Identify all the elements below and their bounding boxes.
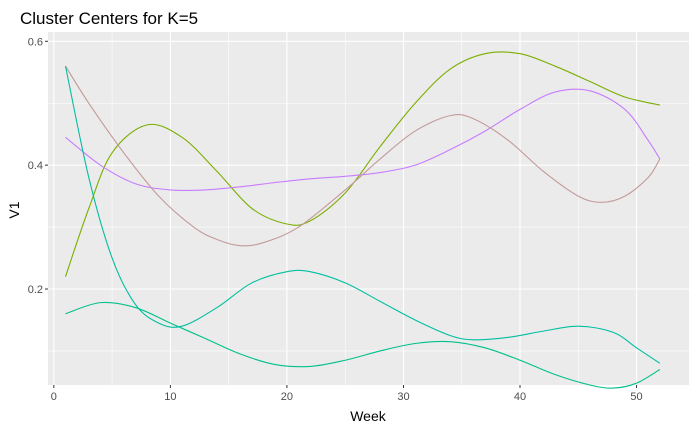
y-axis-title: V1: [6, 201, 22, 218]
x-axis-title: Week: [350, 408, 387, 424]
series-line-1: [64, 51, 660, 277]
x-tick-label: 40: [514, 391, 526, 403]
gridlines: [48, 32, 689, 385]
series-line-2: [65, 88, 661, 192]
y-tick-label: 0.2: [28, 284, 43, 296]
x-tick-label: 30: [397, 391, 409, 403]
series-lines: [64, 51, 661, 389]
x-tick-label: 50: [630, 391, 642, 403]
plot-panel: [48, 32, 689, 385]
x-tick-label: 0: [51, 391, 57, 403]
axes: 0 10 20 30 40 50 0.2 0.4 0.6: [28, 36, 643, 403]
chart-title: Cluster Centers for K=5: [20, 9, 198, 28]
series-line-4: [65, 301, 661, 389]
x-tick-label: 10: [164, 391, 176, 403]
x-tick-label: 20: [281, 391, 293, 403]
y-tick-label: 0.4: [28, 160, 43, 172]
y-tick-label: 0.6: [28, 36, 43, 48]
series-line-5: [64, 65, 661, 364]
series-line-3: [65, 65, 661, 247]
